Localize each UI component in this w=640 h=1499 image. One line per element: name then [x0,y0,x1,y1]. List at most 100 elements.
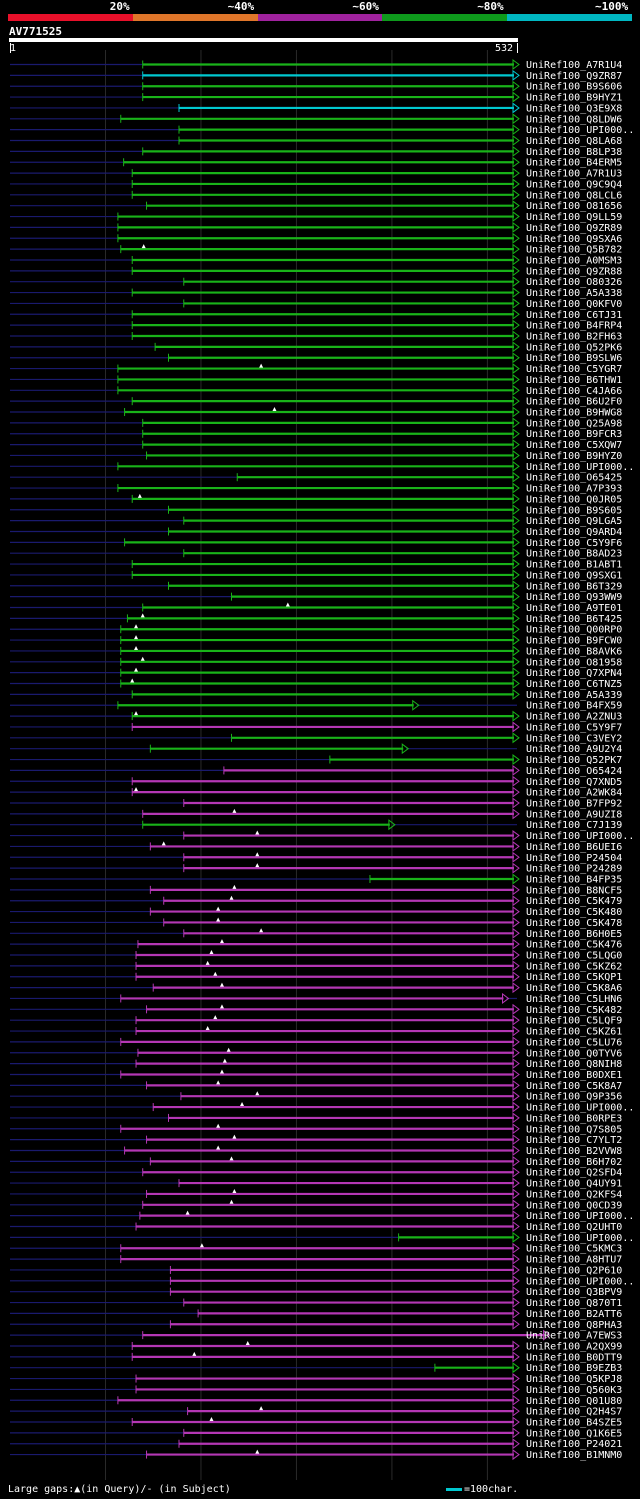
hit-label: UniRef100_B9S605 [526,505,622,516]
hit-label: UniRef100_A7EWS3 [526,1331,622,1342]
identity-legend: 20% ~40% ~60% ~80% ~100% [8,0,632,21]
hit-end-arrow [512,1307,520,1319]
hit-end-arrow [512,1134,520,1146]
hit-end-arrow [512,200,520,212]
hit-label: UniRef100_C5KZ61 [526,1027,622,1038]
gap-marker [245,1340,250,1345]
hit-label: UniRef100_B9FCR3 [526,429,622,440]
hit-label: UniRef100_B6H0E5 [526,929,622,940]
hit-label: UniRef100_A7R1U3 [526,169,622,180]
hit-end-arrow [512,1166,520,1178]
hit-end-arrow [512,287,520,299]
hit-end-arrow [512,1221,520,1233]
hit-label: UniRef100_A7P393 [526,484,622,495]
hit-end-arrow [512,504,520,516]
hit-end-arrow [512,373,520,385]
hit-end-arrow [512,428,520,440]
hit-end-arrow [512,449,520,461]
hit-label: UniRef100_Q9P356 [526,1092,622,1103]
gap-marker [134,635,139,640]
hit-label: UniRef100_O80326 [526,277,622,288]
gap-marker [134,711,139,716]
hit-label: UniRef100_Q2P610 [526,1265,622,1276]
hit-label: UniRef100_Q8PHA3 [526,1320,622,1331]
hit-end-arrow [512,612,520,624]
hit-label: UniRef100_C5K480 [526,907,622,918]
hit-label: UniRef100_A9TE01 [526,603,622,614]
hit-end-arrow [401,743,410,755]
hit-end-arrow [512,59,520,70]
hit-label: UniRef100_B0DXE1 [526,1070,622,1081]
scale-swatch [446,1487,462,1491]
hit-end-arrow [512,830,520,842]
hit-end-arrow [512,982,520,994]
hit-label: UniRef100_Q1K6E5 [526,1428,622,1439]
hit-label: UniRef100_C5LU76 [526,1037,622,1048]
legend-bin-swatch [507,14,632,21]
hit-end-arrow [512,1416,520,1428]
hit-end-arrow [512,113,520,125]
legend-bin-label: ~40% [227,0,255,13]
hit-end-arrow [512,167,520,179]
hit-label: UniRef100_C5XQW7 [526,440,622,451]
gap-marker [192,1351,197,1356]
hit-end-arrow [512,862,520,874]
hit-label: UniRef100_UPI000.. [526,462,634,473]
hit-label: UniRef100_UPI000.. [526,1276,634,1287]
hit-label: UniRef100_O81958 [526,657,622,668]
hit-end-arrow [512,775,520,787]
hit-label: UniRef100_Q0CD39 [526,1200,622,1211]
hit-end-arrow [512,547,520,559]
hit-label: UniRef100_C5LQF9 [526,1016,622,1027]
hit-label: UniRef100_Q8NIH8 [526,1059,622,1070]
hit-end-arrow [512,591,520,603]
gap-marker [213,971,218,976]
hit-end-arrow [512,460,520,472]
hit-end-arrow [512,1351,520,1363]
hit-label: UniRef100_Q8LDW6 [526,114,622,125]
hit-end-arrow [512,960,520,972]
hit-label: UniRef100_B9FCW0 [526,636,622,647]
hit-end-arrow [512,1242,520,1254]
hit-label: UniRef100_B7FP92 [526,798,622,809]
hit-label: UniRef100_UPI000.. [526,831,634,842]
hit-label: UniRef100_C5KZ62 [526,961,622,972]
gap-marker [222,1058,227,1063]
hit-end-arrow [512,1275,520,1287]
hit-end-arrow [543,1329,551,1341]
gap-marker [226,1047,231,1052]
hit-end-arrow [512,786,520,798]
gap-marker [141,244,146,249]
hit-label: UniRef100_Q3BPV9 [526,1287,622,1298]
hit-end-arrow [512,1123,520,1135]
hit-end-arrow [501,992,510,1004]
hit-end-arrow [512,265,520,277]
hit-label: UniRef100_B6T329 [526,581,622,592]
hit-label: UniRef100_C5K8A7 [526,1081,622,1092]
hit-end-arrow [512,1362,520,1374]
hit-end-arrow [512,1177,520,1189]
hit-label: UniRef100_A5A339 [526,690,622,701]
hit-label: UniRef100_C5K478 [526,918,622,929]
hit-end-arrow [512,525,520,537]
hit-end-arrow [512,851,520,863]
hit-end-arrow [512,569,520,581]
gap-marker [229,895,234,900]
hit-label: UniRef100_C5LQG0 [526,951,622,962]
hit-end-arrow [388,819,396,831]
hit-end-arrow [512,1145,520,1156]
hit-end-arrow [512,971,520,983]
hit-end-arrow [512,1047,520,1059]
gap-marker [232,1134,237,1139]
hit-label: UniRef100_Q01U80 [526,1396,622,1407]
hit-end-arrow [512,1210,520,1222]
hit-label: UniRef100_B1ABT1 [526,560,622,571]
hit-end-arrow [512,471,520,483]
scale-legend: =100char. [446,1484,518,1495]
ruler-tick-end [517,43,518,53]
hit-label: UniRef100_Q2KFS4 [526,1189,622,1200]
hit-label: UniRef100_C5Y9F7 [526,722,622,733]
gap-marker [272,407,277,412]
hit-label: UniRef100_A2WK84 [526,788,622,799]
hit-label: UniRef100_Q9SXA6 [526,234,622,245]
